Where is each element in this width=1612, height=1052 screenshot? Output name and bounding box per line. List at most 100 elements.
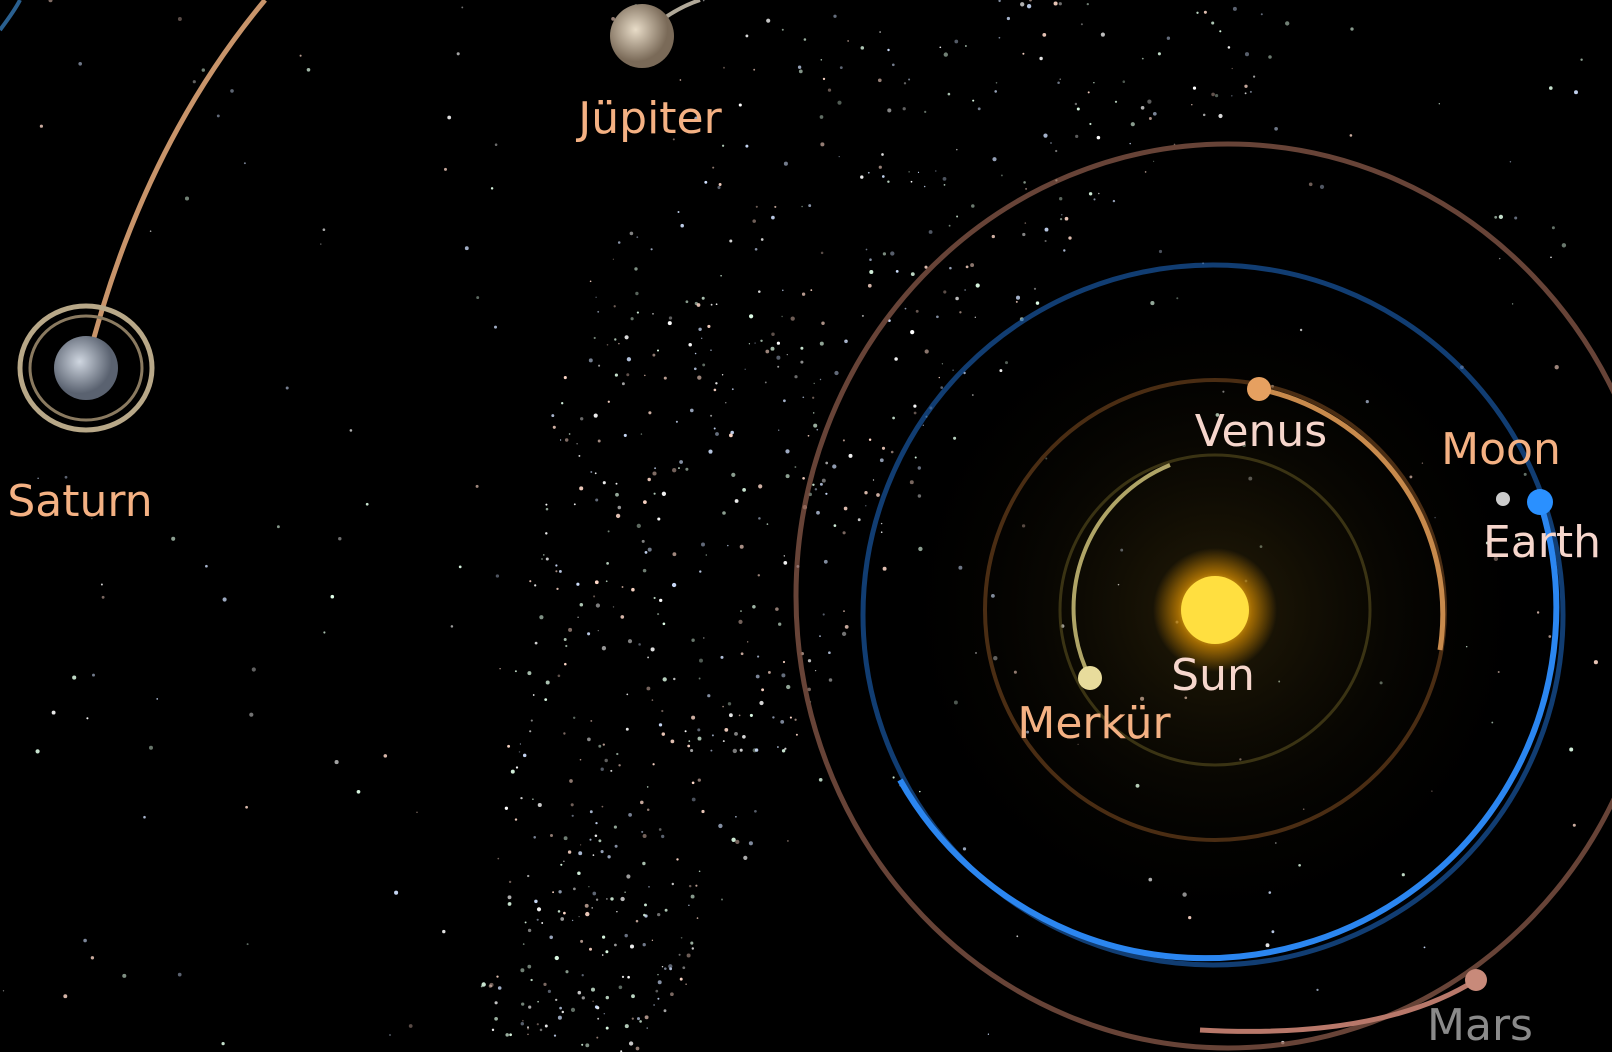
star	[679, 460, 683, 464]
star	[625, 1024, 629, 1028]
star	[648, 886, 649, 887]
star	[595, 580, 599, 584]
star	[1350, 134, 1353, 137]
star	[680, 978, 683, 981]
star	[554, 1035, 556, 1037]
star	[508, 902, 511, 905]
star	[606, 898, 608, 900]
star	[1167, 37, 1170, 40]
mercury[interactable]	[1078, 666, 1102, 690]
star	[588, 886, 589, 887]
star	[808, 659, 811, 662]
star	[1285, 21, 1289, 25]
star	[534, 584, 536, 586]
star	[749, 314, 753, 318]
star	[1159, 250, 1162, 253]
star	[673, 678, 675, 680]
star	[578, 991, 582, 995]
star	[589, 839, 591, 841]
star	[638, 643, 641, 646]
star	[1245, 52, 1249, 56]
star	[1059, 197, 1062, 200]
star	[910, 330, 914, 334]
star	[1149, 117, 1152, 120]
star	[384, 754, 388, 758]
star	[966, 266, 969, 269]
star	[1060, 79, 1061, 80]
star	[616, 483, 618, 485]
star	[601, 850, 604, 853]
star	[627, 976, 630, 979]
star	[548, 990, 551, 993]
star	[651, 248, 653, 250]
star	[868, 284, 872, 288]
star	[745, 145, 748, 148]
star	[988, 1034, 989, 1035]
star	[537, 919, 539, 921]
star	[521, 1002, 524, 1005]
star	[741, 652, 744, 655]
star	[585, 912, 589, 916]
star	[519, 751, 521, 753]
star	[657, 349, 659, 351]
star	[728, 702, 731, 705]
page: Jüpiter Saturn Venus Moon Earth Sun Merk…	[0, 0, 1612, 1052]
star	[637, 312, 639, 314]
star	[794, 375, 797, 378]
star	[1093, 198, 1095, 200]
star	[613, 259, 614, 260]
moon[interactable]	[1496, 492, 1510, 506]
star	[943, 177, 947, 181]
star	[1204, 11, 1207, 14]
star	[701, 543, 705, 547]
star	[843, 531, 846, 534]
star	[665, 909, 668, 912]
star	[223, 597, 227, 601]
star	[1266, 943, 1270, 947]
star	[893, 776, 895, 778]
star	[1244, 85, 1247, 88]
jupiter[interactable]	[610, 4, 674, 68]
star	[808, 204, 811, 207]
star	[955, 297, 959, 301]
star	[786, 474, 790, 478]
mars[interactable]	[1465, 969, 1487, 991]
star	[447, 116, 451, 120]
star	[949, 267, 952, 270]
star	[528, 1006, 531, 1009]
star	[679, 954, 681, 956]
star	[879, 31, 881, 33]
star	[323, 228, 326, 231]
star	[868, 172, 870, 174]
star	[642, 862, 645, 865]
saturn[interactable]	[54, 336, 118, 400]
star	[416, 812, 417, 813]
star	[527, 1034, 528, 1035]
star	[774, 206, 776, 208]
star	[1042, 33, 1046, 37]
star	[658, 980, 662, 984]
planet-label: Saturn	[7, 476, 152, 527]
star	[882, 447, 885, 450]
star	[834, 524, 837, 527]
star	[559, 1007, 562, 1010]
venus[interactable]	[1247, 377, 1271, 401]
star	[840, 66, 843, 69]
star	[829, 678, 833, 682]
star	[695, 353, 697, 355]
star	[615, 493, 619, 497]
star	[217, 114, 220, 117]
star	[578, 455, 580, 457]
star	[766, 19, 770, 23]
star	[525, 921, 527, 923]
star	[1153, 161, 1154, 162]
star	[834, 371, 838, 375]
star	[605, 950, 608, 953]
star	[925, 349, 929, 353]
star	[1253, 76, 1255, 78]
star	[568, 628, 572, 632]
star	[780, 720, 784, 724]
star	[710, 415, 712, 417]
earth[interactable]	[1527, 489, 1553, 515]
star	[697, 375, 701, 379]
